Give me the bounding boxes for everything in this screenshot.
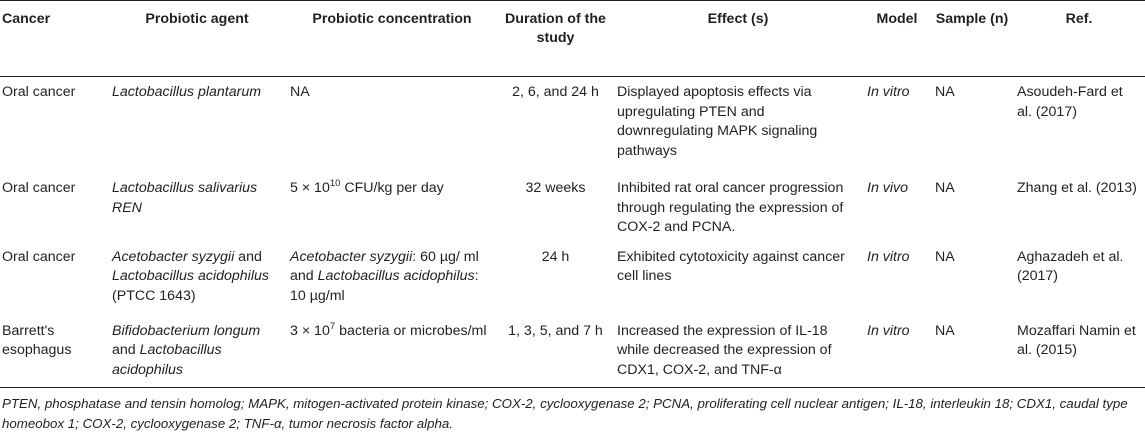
- table-row: Barrett's esophagus Bifidobacterium long…: [0, 315, 1145, 388]
- cell-concentration: 5 × 1010 CFU/kg per day: [286, 173, 498, 242]
- header-cancer: Cancer: [0, 0, 108, 77]
- cell-ref: Aghazadeh et al. (2017): [1017, 248, 1124, 285]
- cell-cancer: Barrett's esophagus: [0, 315, 108, 388]
- header-probiotic-concentration: Probiotic concentration: [286, 0, 498, 77]
- cell-concentration: 3 × 107 bacteria or microbes/ml: [286, 315, 498, 388]
- cell-agent: Lactobacillus salivarius REN: [112, 180, 258, 216]
- concentration-exponent: 10: [329, 178, 341, 189]
- cell-ref: Zhang et al. (2013): [1017, 180, 1137, 196]
- cell-ref: Asoudeh-Fard et al. (2017): [1017, 84, 1123, 120]
- header-probiotic-agent: Probiotic agent: [108, 0, 286, 77]
- header-effects: Effect (s): [613, 0, 863, 77]
- cell-duration: 24 h: [541, 248, 570, 265]
- agent-name-a: Bifidobacterium longum: [112, 322, 261, 339]
- concentration-base: 5 × 10: [290, 180, 330, 196]
- cell-model: In vitro: [867, 248, 910, 265]
- cell-model: In vivo: [867, 180, 909, 196]
- concentration-base: 3 × 10: [290, 322, 330, 339]
- cell-cancer: Oral cancer: [2, 248, 76, 265]
- cell-effect: Displayed apoptosis effects via upregula…: [617, 84, 818, 159]
- agent-conjunction: and: [234, 248, 262, 265]
- probiotic-studies-table: Cancer Probiotic agent Probiotic concent…: [0, 0, 1145, 388]
- cell-concentration: NA: [290, 84, 310, 100]
- header-duration: Duration of the study: [498, 0, 613, 77]
- table-row: Oral cancer Lactobacillus salivarius REN…: [0, 173, 1145, 242]
- table-header: Cancer Probiotic agent Probiotic concent…: [0, 0, 1145, 77]
- agent-strain: (PTCC 1643): [112, 287, 196, 304]
- conc-value-a: : 60 µg/ ml and: [290, 248, 479, 285]
- agent-name-b: Lactobacillus acidophilus: [112, 268, 269, 284]
- agent-name-a: Acetobacter syzygii: [112, 248, 235, 265]
- concentration-exponent: 7: [329, 320, 336, 332]
- cell-duration: 1, 3, 5, and 7 h: [498, 315, 613, 388]
- cell-agent: Bifidobacterium longum and Lactobacillus…: [108, 315, 286, 388]
- cell-duration: 32 weeks: [525, 180, 586, 196]
- cell-sample: NA: [935, 248, 955, 265]
- cell-effect: Inhibited rat oral cancer progression th…: [617, 180, 844, 235]
- cell-agent: Acetobacter syzygii and Lactobacillus ac…: [108, 242, 286, 316]
- table-footnote: PTEN, phosphatase and tensin homolog; MA…: [2, 396, 1128, 431]
- cell-sample: NA: [935, 180, 955, 196]
- cell-model: In vitro: [867, 84, 910, 100]
- cell-cancer: Oral cancer: [2, 84, 76, 100]
- agent-name-b: Lactobacillus acidophilus: [112, 342, 222, 378]
- cell-model: In vitro: [863, 315, 931, 388]
- cell-effect: Increased the expression of IL-18 while …: [613, 315, 863, 388]
- cell-cancer: Oral cancer: [2, 180, 76, 196]
- concentration-unit: CFU/kg per day: [340, 180, 444, 196]
- header-ref: Ref.: [1013, 0, 1145, 77]
- header-sample: Sample (n): [931, 0, 1013, 77]
- cell-concentration: Acetobacter syzygii: 60 µg/ ml and Lacto…: [286, 242, 498, 316]
- header-row: Cancer Probiotic agent Probiotic concent…: [0, 0, 1145, 77]
- conc-value-b: : 10 µg/ml: [290, 268, 479, 304]
- table-row: Oral cancer Acetobacter syzygii and Lact…: [0, 242, 1145, 316]
- concentration-unit: bacteria or microbes/ml: [335, 322, 487, 339]
- conc-agent-a: Acetobacter syzygii: [290, 248, 413, 265]
- conc-agent-b: Lactobacillus acidophilus: [317, 268, 475, 284]
- table-row: Oral cancer Lactobacillus plantarum NA 2…: [0, 77, 1145, 174]
- header-model: Model: [863, 0, 931, 77]
- agent-conjunction: and: [112, 342, 140, 358]
- cell-duration: 2, 6, and 24 h: [512, 84, 599, 100]
- cell-agent: Lactobacillus plantarum: [112, 84, 262, 100]
- cell-sample: NA: [931, 315, 1013, 388]
- cell-effect: Exhibited cytotoxicity against cancer ce…: [617, 248, 845, 285]
- cell-ref: Mozaffari Namin et al. (2015): [1013, 315, 1145, 388]
- table-body: Oral cancer Lactobacillus plantarum NA 2…: [0, 77, 1145, 388]
- cell-sample: NA: [935, 84, 955, 100]
